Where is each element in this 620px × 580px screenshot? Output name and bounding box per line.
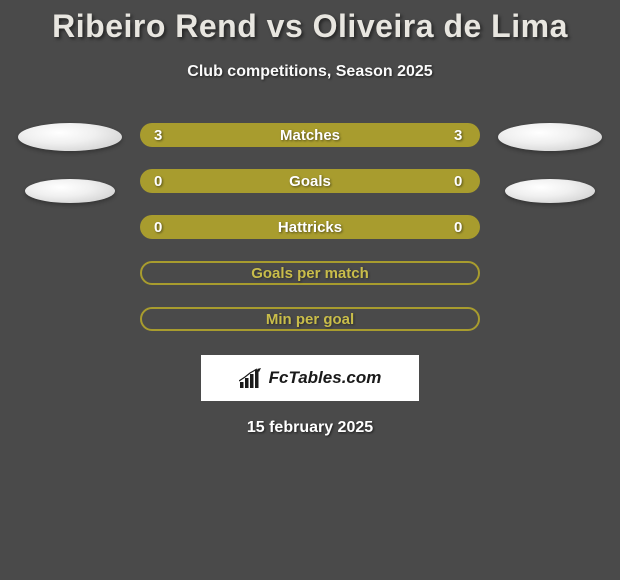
- stat-row-goals-per-match: Goals per match: [140, 261, 480, 285]
- stat-row-goals: 0 Goals 0: [140, 169, 480, 193]
- stat-label: Hattricks: [278, 219, 342, 236]
- page-title: Ribeiro Rend vs Oliveira de Lima: [0, 8, 620, 45]
- stat-right-value: 3: [454, 127, 466, 144]
- stat-left-value: 3: [154, 127, 166, 144]
- subtitle: Club competitions, Season 2025: [0, 63, 620, 81]
- stat-label: Min per goal: [266, 311, 354, 328]
- stat-right-value: 0: [454, 173, 466, 190]
- stat-row-min-per-goal: Min per goal: [140, 307, 480, 331]
- comparison-card: Ribeiro Rend vs Oliveira de Lima Club co…: [0, 0, 620, 437]
- player-shape-right-small: [505, 179, 595, 203]
- logo-text: FcTables.com: [269, 368, 382, 388]
- player-shape-left-small: [25, 179, 115, 203]
- stat-left-value: 0: [154, 219, 166, 236]
- player-shape-left-large: [18, 123, 122, 151]
- bars-icon: [239, 368, 263, 388]
- stat-left-value: 0: [154, 173, 166, 190]
- stat-row-hattricks: 0 Hattricks 0: [140, 215, 480, 239]
- stat-label: Goals: [289, 173, 331, 190]
- stat-label: Matches: [280, 127, 340, 144]
- left-player-col: [18, 123, 122, 203]
- stat-row-matches: 3 Matches 3: [140, 123, 480, 147]
- date-text: 15 february 2025: [0, 419, 620, 437]
- stat-right-value: 0: [454, 219, 466, 236]
- stats-bars: 3 Matches 3 0 Goals 0 0 Hattricks 0 Goal…: [140, 123, 480, 331]
- stat-label: Goals per match: [251, 265, 369, 282]
- right-player-col: [498, 123, 602, 203]
- stats-area: 3 Matches 3 0 Goals 0 0 Hattricks 0 Goal…: [0, 123, 620, 331]
- logo-box: FcTables.com: [201, 355, 419, 401]
- player-shape-right-large: [498, 123, 602, 151]
